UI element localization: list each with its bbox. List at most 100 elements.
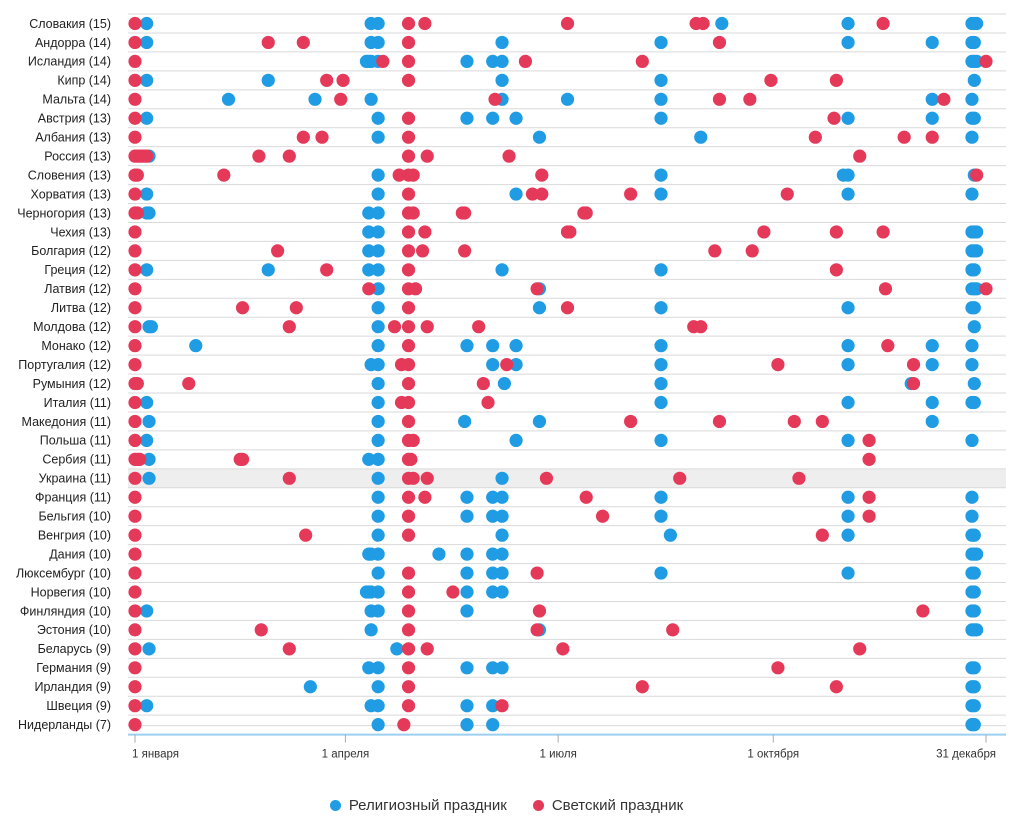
secular-holiday-dot <box>217 168 231 182</box>
secular-holiday-dot <box>128 661 142 675</box>
religious-holiday-dot <box>654 433 668 447</box>
religious-holiday-dot <box>460 509 474 523</box>
secular-holiday-dot <box>876 225 890 239</box>
secular-holiday-dot <box>595 509 610 523</box>
secular-holiday-dot <box>979 282 993 296</box>
religious-holiday-dot <box>486 661 500 675</box>
religious-holiday-dot <box>925 111 939 125</box>
religious-holiday-dot <box>925 92 939 106</box>
religious-holiday-dot <box>140 73 154 87</box>
religious-holiday-dot <box>495 585 509 599</box>
religious-holiday-dot <box>654 358 668 372</box>
row-label: Люксембург (10) <box>16 566 111 580</box>
religious-holiday-dot <box>371 471 385 485</box>
row-label: Дания (10) <box>49 547 111 561</box>
row-dots <box>128 301 981 315</box>
secular-holiday-dot <box>808 130 822 144</box>
religious-holiday-dot <box>497 376 511 391</box>
row-dots <box>128 566 981 580</box>
secular-holiday-dot <box>827 111 841 125</box>
religious-holiday-dot <box>967 661 981 675</box>
legend-item-secular: Светский праздник <box>532 796 684 814</box>
religious-holiday-dot <box>460 604 474 618</box>
religious-holiday-dot <box>970 547 984 561</box>
religious-holiday-dot <box>371 661 385 675</box>
row-dots <box>128 547 984 561</box>
secular-holiday-dot <box>128 339 142 353</box>
religious-holiday-dot <box>654 376 668 391</box>
religious-holiday-dot <box>261 263 275 277</box>
religious-holiday-dot <box>970 244 984 258</box>
secular-holiday-dot <box>418 490 432 504</box>
secular-holiday-dot <box>829 225 843 239</box>
secular-holiday-dot <box>862 490 876 504</box>
secular-holiday-dot <box>420 642 434 656</box>
secular-holiday-dot <box>401 358 416 372</box>
religious-holiday-dot <box>495 471 509 485</box>
religious-holiday-dot <box>371 339 385 353</box>
row-dots <box>128 509 979 523</box>
religious-holiday-dot <box>308 92 322 106</box>
religious-holiday-dot <box>460 490 474 504</box>
secular-holiday-dot <box>128 642 142 656</box>
row-label: Польша (11) <box>40 434 111 448</box>
religious-holiday-dot <box>495 566 509 580</box>
religious-holiday-dot <box>142 414 156 429</box>
religious-holiday-dot <box>654 490 668 504</box>
religious-holiday-dot <box>432 547 446 561</box>
religious-holiday-dot <box>654 395 668 410</box>
row-dots <box>128 282 993 296</box>
secular-holiday-dot <box>406 433 420 447</box>
religious-holiday-dot <box>532 130 547 144</box>
secular-holiday-dot <box>579 490 593 504</box>
secular-holiday-dot <box>530 282 544 296</box>
secular-holiday-dot <box>401 73 416 87</box>
secular-holiday-dot <box>853 149 867 163</box>
secular-holiday-dot <box>128 263 142 277</box>
secular-holiday-dot <box>560 16 575 31</box>
religious-holiday-dot <box>142 642 156 656</box>
religious-holiday-dot <box>142 471 156 485</box>
row-label: Украина (11) <box>39 472 111 486</box>
secular-holiday-dot <box>556 642 570 656</box>
secular-holiday-dot <box>518 54 533 68</box>
secular-holiday-dot <box>401 680 416 694</box>
religious-holiday-dot <box>715 16 729 31</box>
secular-holiday-dot <box>336 73 350 87</box>
religious-holiday-dot <box>460 566 474 580</box>
secular-holiday-dot <box>401 16 416 31</box>
religious-holiday-dot <box>460 661 474 675</box>
row-label: Португалия (12) <box>18 358 111 372</box>
religious-holiday-dot <box>654 263 668 277</box>
religious-holiday-dot <box>495 528 509 542</box>
row-label: Ирландия (9) <box>35 680 111 694</box>
row-dots <box>128 414 939 429</box>
row-label: Финляндия (10) <box>20 604 111 618</box>
legend-label-secular: Светский праздник <box>551 796 684 814</box>
secular-holiday-dot <box>563 225 577 239</box>
row-label: Кипр (14) <box>57 74 111 88</box>
row-label: Швеция (9) <box>46 699 111 713</box>
religious-holiday-dot <box>654 92 668 106</box>
row-label: Молдова (12) <box>33 320 111 334</box>
secular-holiday-dot <box>401 661 416 675</box>
secular-holiday-dot <box>757 225 771 239</box>
secular-holiday-dot <box>401 339 416 353</box>
religious-holiday-dot <box>371 528 385 542</box>
secular-holiday-dot <box>925 130 939 144</box>
religious-holiday-dot <box>965 92 979 106</box>
secular-holiday-dot <box>502 149 516 163</box>
row-label: Албания (13) <box>35 131 111 145</box>
row-dots <box>128 699 981 713</box>
religious-holiday-dot <box>486 585 500 599</box>
religious-holiday-dot <box>967 35 981 50</box>
secular-holiday-dot <box>401 244 416 258</box>
religious-holiday-dot <box>486 111 500 125</box>
secular-holiday-dot <box>128 320 142 334</box>
secular-holiday-dot <box>128 187 142 201</box>
secular-holiday-dot <box>495 699 509 713</box>
religious-holiday-dot <box>371 263 385 277</box>
religious-holiday-dot <box>965 509 979 523</box>
religious-holiday-dot <box>221 92 236 106</box>
secular-holiday-dot <box>406 471 420 485</box>
